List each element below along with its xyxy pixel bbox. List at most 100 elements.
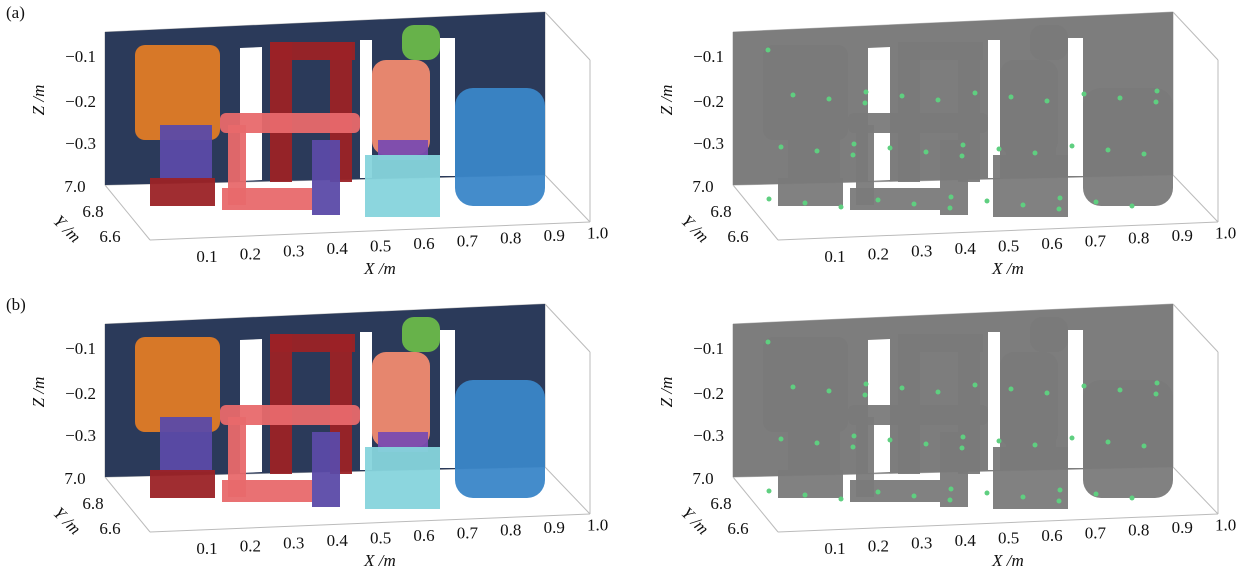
highlight-point xyxy=(961,435,966,440)
z-axis-label: Z /m xyxy=(29,377,48,408)
object-cloud xyxy=(898,42,920,182)
x-tick-label: 0.9 xyxy=(1172,518,1193,537)
highlight-point xyxy=(949,195,954,200)
highlight-point xyxy=(1142,444,1147,449)
object-cloud xyxy=(788,125,840,180)
axis-box-line xyxy=(545,467,590,514)
object-cloud xyxy=(160,125,212,180)
highlight-point xyxy=(1154,100,1159,105)
highlight-point xyxy=(973,91,978,96)
highlight-point xyxy=(949,487,954,492)
object-cloud xyxy=(1030,25,1068,60)
x-tick-label: 0.7 xyxy=(457,231,479,250)
y-axis-label: Y /m xyxy=(678,503,713,538)
object-cloud xyxy=(150,178,215,206)
object-cloud xyxy=(365,155,440,217)
highlight-point xyxy=(985,491,990,496)
object-cloud xyxy=(455,88,545,206)
x-tick-label: 0.7 xyxy=(1085,523,1107,542)
y-tick-label: 6.6 xyxy=(99,227,120,246)
axis-box-line xyxy=(1173,12,1218,60)
z-axis-label: Z /m xyxy=(29,85,48,116)
x-tick-label: 0.8 xyxy=(500,521,521,540)
x-tick-label: 0.8 xyxy=(1128,521,1149,540)
highlight-point xyxy=(1021,203,1026,208)
highlight-point xyxy=(888,146,893,151)
x-tick-label: 1.0 xyxy=(587,516,608,535)
highlight-point xyxy=(1058,488,1063,493)
x-tick-label: 0.5 xyxy=(370,529,391,548)
highlight-point xyxy=(973,383,978,388)
highlight-point xyxy=(1142,152,1147,157)
object-cloud xyxy=(850,480,940,502)
highlight-point xyxy=(767,197,772,202)
x-tick-label: 0.6 xyxy=(413,234,434,253)
highlight-point xyxy=(900,386,905,391)
highlight-point xyxy=(1118,388,1123,393)
x-tick-label: 0.2 xyxy=(240,244,261,263)
axis-box-line xyxy=(545,12,590,60)
highlight-point xyxy=(960,446,965,451)
z-tick-label: −0.3 xyxy=(693,426,724,445)
x-tick-label: 0.4 xyxy=(327,239,349,258)
highlight-point xyxy=(985,199,990,204)
highlight-point xyxy=(912,494,917,499)
highlight-point xyxy=(1155,89,1160,94)
object-cloud xyxy=(312,140,340,215)
highlight-point xyxy=(1057,499,1062,504)
y-tick-label: 7.0 xyxy=(692,469,713,488)
highlight-point xyxy=(948,206,953,211)
object-cloud xyxy=(778,470,843,498)
highlight-point xyxy=(779,145,784,150)
x-tick-label: 0.1 xyxy=(196,539,217,558)
highlight-point xyxy=(864,382,869,387)
x-tick-label: 0.8 xyxy=(500,229,521,248)
x-tick-label: 1.0 xyxy=(587,224,608,243)
highlight-point xyxy=(924,442,929,447)
highlight-point xyxy=(815,441,820,446)
highlight-point xyxy=(827,97,832,102)
y-tick-label: 6.6 xyxy=(99,519,120,538)
x-tick-label: 0.6 xyxy=(1041,526,1062,545)
object-cloud xyxy=(993,447,1068,509)
axis-box-line xyxy=(1173,175,1218,222)
highlight-point xyxy=(766,340,771,345)
x-axis-label: X /m xyxy=(363,259,396,278)
highlight-point xyxy=(1130,496,1135,501)
y-tick-label: 6.6 xyxy=(727,519,748,538)
highlight-point xyxy=(1033,443,1038,448)
object-cloud xyxy=(993,155,1068,217)
highlight-point xyxy=(827,389,832,394)
panel-label: (a) xyxy=(6,3,25,22)
highlight-point xyxy=(791,385,796,390)
z-tick-label: −0.1 xyxy=(693,47,724,66)
z-tick-label: −0.3 xyxy=(65,134,96,153)
highlight-point xyxy=(852,142,857,147)
object-cloud xyxy=(940,432,968,507)
object-cloud xyxy=(1083,380,1173,498)
y-tick-label: 6.8 xyxy=(710,494,731,513)
highlight-point xyxy=(936,390,941,395)
highlight-point xyxy=(1106,148,1111,153)
object-cloud xyxy=(1083,88,1173,206)
x-tick-label: 1.0 xyxy=(1215,224,1236,243)
highlight-point xyxy=(863,393,868,398)
highlight-point xyxy=(1130,204,1135,209)
x-tick-label: 0.5 xyxy=(998,237,1019,256)
highlight-point xyxy=(1021,495,1026,500)
highlight-point xyxy=(936,98,941,103)
highlight-point xyxy=(852,434,857,439)
x-tick-label: 0.2 xyxy=(240,536,261,555)
x-axis-label: X /m xyxy=(363,551,396,570)
z-axis-label: Z /m xyxy=(657,377,676,408)
highlight-point xyxy=(1009,387,1014,392)
z-tick-label: −0.1 xyxy=(65,339,96,358)
highlight-point xyxy=(839,497,844,502)
x-tick-label: 0.2 xyxy=(868,244,889,263)
wall-gap xyxy=(440,38,455,176)
x-axis-label: X /m xyxy=(991,551,1024,570)
x-tick-label: 0.5 xyxy=(370,237,391,256)
x-tick-label: 1.0 xyxy=(1215,516,1236,535)
highlight-point xyxy=(1045,99,1050,104)
